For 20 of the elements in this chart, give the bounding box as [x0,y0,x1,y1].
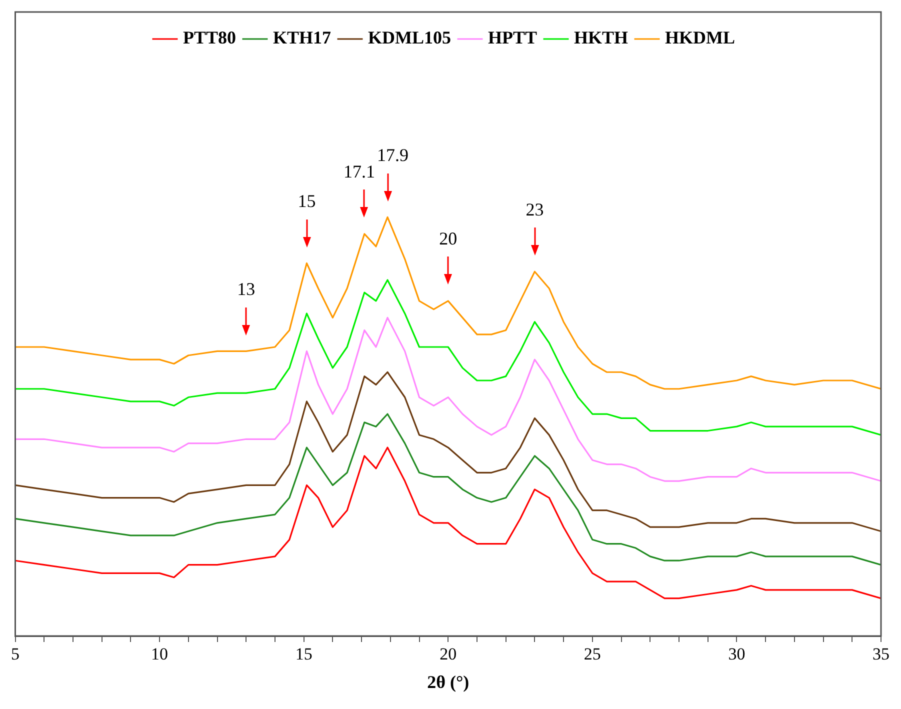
legend-label: HKDML [665,28,736,48]
x-tick-label: 15 [295,644,312,664]
x-tick-label: 10 [151,644,168,664]
x-tick-label: 25 [584,644,601,664]
legend-label: KDML105 [368,28,452,48]
legend-label: HKTH [574,28,628,48]
annotation: 17.1 [343,162,375,182]
annotation: 23 [526,199,544,220]
x-tick-label: 20 [440,644,457,664]
annotation: 17.9 [376,144,408,165]
annotation: 13 [237,278,256,299]
x-tick-label: 30 [728,644,746,664]
legend-label: PTT80 [182,28,236,48]
legend-label: HPTT [488,28,538,48]
x-tick-label: 35 [872,644,890,664]
legend-label: KTH17 [272,28,332,48]
annotation: 15 [298,190,316,211]
annotation: 20 [439,228,458,249]
x-axis-title: 2θ (°) [427,672,470,692]
x-tick-label: 5 [11,644,20,664]
